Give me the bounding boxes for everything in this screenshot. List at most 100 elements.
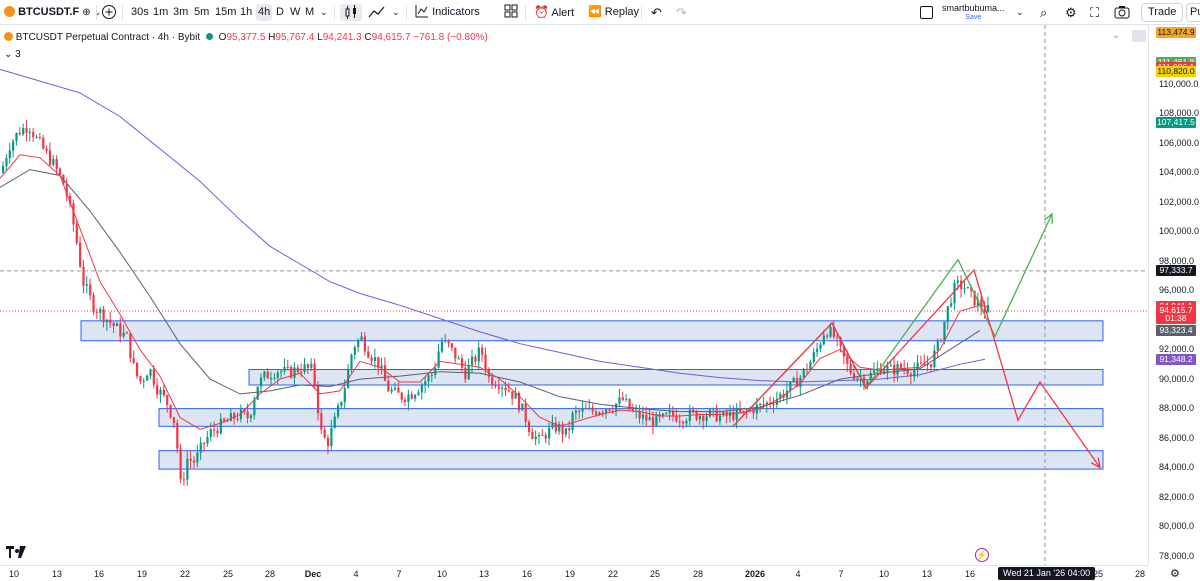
chevron-down-icon[interactable]: ⌄ [320, 7, 328, 17]
candle-body [179, 448, 182, 480]
object-tree-icon[interactable] [1132, 30, 1146, 42]
candle-body [357, 340, 360, 348]
settings-gear-icon[interactable]: ⚙ [1065, 5, 1077, 20]
candle-body [839, 337, 842, 346]
candle-body [249, 415, 253, 419]
candle-body [966, 287, 969, 289]
fullscreen-icon[interactable]: ⛶ [1090, 5, 1100, 20]
candle-body [541, 435, 544, 437]
compare-icon[interactable]: ⊕ [82, 7, 91, 18]
candle-body [916, 362, 919, 370]
candle-body [946, 306, 949, 322]
interval-3m[interactable]: 3m [173, 6, 189, 18]
price-tick-label: 110,000.0 [1159, 78, 1199, 89]
candle-body [82, 266, 85, 286]
candle-body [38, 136, 42, 138]
add-symbol-icon[interactable] [101, 4, 117, 21]
camera-icon[interactable] [1114, 5, 1130, 22]
candle-body [45, 148, 48, 151]
alert-button[interactable]: ⏰ Alert [534, 4, 574, 21]
candle-body [846, 356, 849, 364]
candle-body [276, 372, 279, 378]
replay-button[interactable]: ⏪ Replay [588, 4, 639, 21]
line-tool-icon[interactable] [368, 4, 386, 21]
candle-body [95, 312, 98, 314]
candle-body [102, 309, 105, 323]
price-scale[interactable]: 78,000.0 80,000.0 82,000.0 84,000.0 86,000.0… [1148, 25, 1200, 565]
candle-body [72, 203, 75, 225]
quick-search-icon[interactable]: ⌕ [1040, 5, 1048, 20]
candle-body [25, 128, 28, 133]
candle-body [866, 380, 869, 386]
interval-4h[interactable]: 4h [256, 4, 273, 21]
axis-settings-gear-icon[interactable]: ⚙ [1170, 568, 1180, 580]
indicator-toggle[interactable]: ⌄ 3 [4, 48, 21, 62]
candle-body [427, 375, 430, 382]
candle-body [363, 336, 366, 352]
candle-body [373, 357, 377, 361]
candle-body [849, 363, 852, 374]
candle-body [75, 224, 78, 243]
user-layout-menu[interactable]: smartbubuma... Save [942, 4, 1005, 22]
interval-w[interactable]: W [290, 6, 301, 18]
candle-body [933, 350, 936, 368]
candle-body [672, 410, 675, 416]
time-tick-label: 16 [93, 569, 105, 579]
candle-body [471, 356, 474, 366]
time-axis[interactable]: 10 13 16 19 22 25 28 Dec 4 7 10 13 16 19 22 25 28 2026 4 7 1… [0, 565, 1148, 581]
candles-icon[interactable] [340, 4, 362, 21]
chevron-down-icon[interactable]: ⌄ [93, 7, 102, 17]
candle-body [169, 404, 172, 418]
candle-body [2, 166, 5, 173]
collapse-arrow-icon[interactable]: ⌄ [1112, 30, 1121, 41]
market-open-dot [205, 33, 213, 40]
candle-body [527, 421, 531, 432]
redo-icon[interactable]: ↷ [676, 5, 687, 20]
indicators-button[interactable]: Indicators [415, 4, 480, 21]
change-value: −761.8 (−0.80%) [413, 32, 488, 43]
undo-icon[interactable]: ↶ [651, 5, 662, 20]
chevron-down-icon[interactable]: ⌄ [1016, 7, 1024, 17]
candle-body [283, 366, 286, 372]
candle-body [420, 385, 423, 393]
price-chart[interactable] [0, 25, 1148, 565]
close-value: 94,615.7 [371, 32, 411, 43]
lightning-icon[interactable]: ⚡ [975, 548, 989, 562]
candle-body [434, 367, 437, 375]
open-value: 95,377.5 [226, 32, 266, 43]
candle-body [162, 389, 165, 396]
publish-button[interactable]: Pu [1186, 3, 1200, 22]
interval-5m[interactable]: 5m [194, 6, 210, 18]
candle-body [983, 308, 986, 313]
candle-body [246, 411, 249, 419]
indicators-label: Indicators [432, 6, 480, 18]
interval-d[interactable]: D [276, 6, 284, 18]
candle-body [980, 299, 983, 309]
candle-body [125, 332, 129, 334]
candle-body [789, 381, 792, 391]
interval-1m[interactable]: 1m [153, 6, 169, 18]
candle-body [209, 429, 212, 437]
candle-body [22, 128, 25, 135]
candle-body [213, 429, 216, 431]
chevron-down-icon[interactable]: ⌄ [392, 7, 400, 17]
low-label: L [317, 32, 323, 43]
symbol-search[interactable]: BTCUSDT.F ⊕ ⌄ [4, 4, 101, 21]
candle-body [645, 414, 648, 421]
candle-body [856, 378, 859, 380]
candle-body [852, 373, 856, 380]
candle-body [430, 374, 433, 376]
price-tick-label: 98,000.0 [1159, 255, 1195, 266]
candle-body [259, 377, 263, 387]
trade-button[interactable]: Trade [1141, 3, 1184, 22]
candle-body [440, 341, 444, 352]
interval-30s[interactable]: 30s [131, 6, 149, 18]
interval-15m[interactable]: 15m [215, 6, 237, 18]
candle-body [92, 295, 95, 313]
candle-body [802, 368, 805, 378]
layouts-icon[interactable] [504, 4, 518, 21]
layout-checkbox[interactable] [920, 6, 933, 19]
interval-m[interactable]: M [305, 6, 315, 18]
candle-body [702, 415, 705, 422]
interval-1h[interactable]: 1h [240, 6, 253, 18]
